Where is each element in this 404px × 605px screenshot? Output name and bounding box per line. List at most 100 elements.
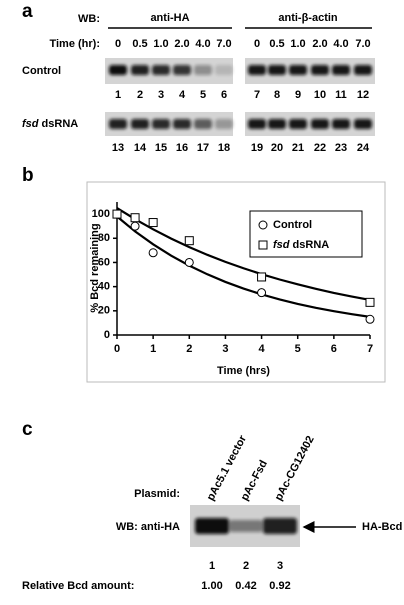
- time-value: 4.0: [195, 38, 210, 50]
- time-value: 4.0: [333, 38, 348, 50]
- time-label: Time (hr):: [49, 38, 100, 50]
- y-tick-label: 0: [104, 329, 110, 341]
- lane-number: 14: [134, 142, 147, 154]
- x-tick-label: 3: [222, 343, 228, 355]
- blot: [245, 112, 375, 136]
- band: [354, 65, 372, 75]
- panel-label: b: [22, 165, 34, 186]
- wb-label: WB:: [78, 13, 100, 25]
- lane-number: 21: [292, 142, 304, 154]
- time-value: 2.0: [174, 38, 189, 50]
- point: [184, 257, 194, 267]
- x-tick-label: 6: [331, 343, 337, 355]
- lane-number: 13: [112, 142, 124, 154]
- band: [109, 65, 127, 75]
- x-tick-label: 4: [259, 343, 266, 355]
- lane-number: 4: [179, 89, 186, 101]
- band: [248, 65, 266, 75]
- antibody-label: anti-β-actin: [278, 12, 338, 24]
- y-tick-label: 20: [98, 305, 110, 317]
- band: [332, 65, 350, 75]
- lane-number: 1: [209, 560, 215, 572]
- plasmid-label: Plasmid:: [134, 488, 180, 500]
- lane-number: 2: [137, 89, 143, 101]
- band: [289, 65, 307, 75]
- chart-frame: [86, 181, 386, 383]
- band: [173, 119, 191, 129]
- time-value: 2.0: [312, 38, 327, 50]
- plasmid-name: pAc-Fsd: [239, 458, 270, 502]
- lane-number: 24: [357, 142, 370, 154]
- legend-label: fsd dsRNA: [273, 239, 329, 251]
- point: [365, 297, 375, 307]
- band: [354, 119, 372, 129]
- point: [257, 288, 267, 298]
- point: [365, 314, 375, 324]
- y-tick-label: 60: [98, 256, 110, 268]
- x-tick-label: 1: [150, 343, 156, 355]
- point: [130, 213, 140, 223]
- x-tick-label: 5: [295, 343, 301, 355]
- band: [248, 119, 266, 129]
- x-axis-label: Time (hrs): [217, 365, 270, 377]
- x-tick-label: 2: [186, 343, 192, 355]
- time-value: 0.5: [269, 38, 284, 50]
- row-label: fsd dsRNA: [22, 118, 78, 130]
- lane-number: 8: [274, 89, 280, 101]
- point: [148, 248, 158, 258]
- lane-number: 16: [176, 142, 188, 154]
- point: [184, 236, 194, 246]
- y-axis-label: % Bcd remaining: [89, 223, 101, 312]
- lane-number: 9: [295, 89, 301, 101]
- band: [152, 65, 170, 75]
- band: [131, 65, 149, 75]
- band: [215, 65, 233, 75]
- lane-number: 7: [254, 89, 260, 101]
- time-value: 7.0: [355, 38, 370, 50]
- lane-number: 20: [271, 142, 283, 154]
- blot: [245, 58, 375, 84]
- lane-number: 22: [314, 142, 326, 154]
- band: [173, 65, 191, 75]
- lane-number: 23: [335, 142, 347, 154]
- y-tick-label: 100: [92, 208, 110, 220]
- lane-number: 5: [200, 89, 206, 101]
- legend-marker: [258, 220, 268, 230]
- lane-number: 12: [357, 89, 369, 101]
- band: [268, 119, 286, 129]
- band: [332, 119, 350, 129]
- point: [148, 218, 158, 228]
- wb-label: WB: anti-HA: [116, 521, 180, 533]
- band: [263, 518, 297, 534]
- band: [289, 119, 307, 129]
- lane-number: 2: [243, 560, 249, 572]
- time-value: 0.5: [132, 38, 147, 50]
- lane-number: 15: [155, 142, 167, 154]
- legend-box: [249, 210, 363, 258]
- fit-curve: [116, 207, 371, 302]
- amount-value: 0.42: [235, 580, 256, 592]
- legend-label: Control: [273, 219, 312, 231]
- lane-number: 3: [158, 89, 164, 101]
- x-tick-label: 7: [367, 343, 373, 355]
- amount-label: Relative Bcd amount:: [22, 580, 134, 592]
- antibody-label: anti-HA: [150, 12, 189, 24]
- band: [268, 65, 286, 75]
- amount-value: 0.92: [269, 580, 290, 592]
- point: [112, 209, 122, 219]
- panel-label: a: [22, 1, 33, 22]
- lane-number: 11: [335, 89, 347, 101]
- time-value: 7.0: [216, 38, 231, 50]
- point: [130, 221, 140, 231]
- band: [195, 518, 229, 534]
- band-label: HA-Bcd: [362, 521, 402, 533]
- lane-number: 17: [197, 142, 209, 154]
- plasmid-name: pAc-CG12402: [273, 434, 317, 503]
- legend-marker: [258, 240, 268, 250]
- lane-number: 3: [277, 560, 283, 572]
- fit-curve: [116, 215, 371, 318]
- band: [215, 119, 233, 129]
- lane-number: 10: [314, 89, 326, 101]
- y-tick-label: 40: [98, 281, 110, 293]
